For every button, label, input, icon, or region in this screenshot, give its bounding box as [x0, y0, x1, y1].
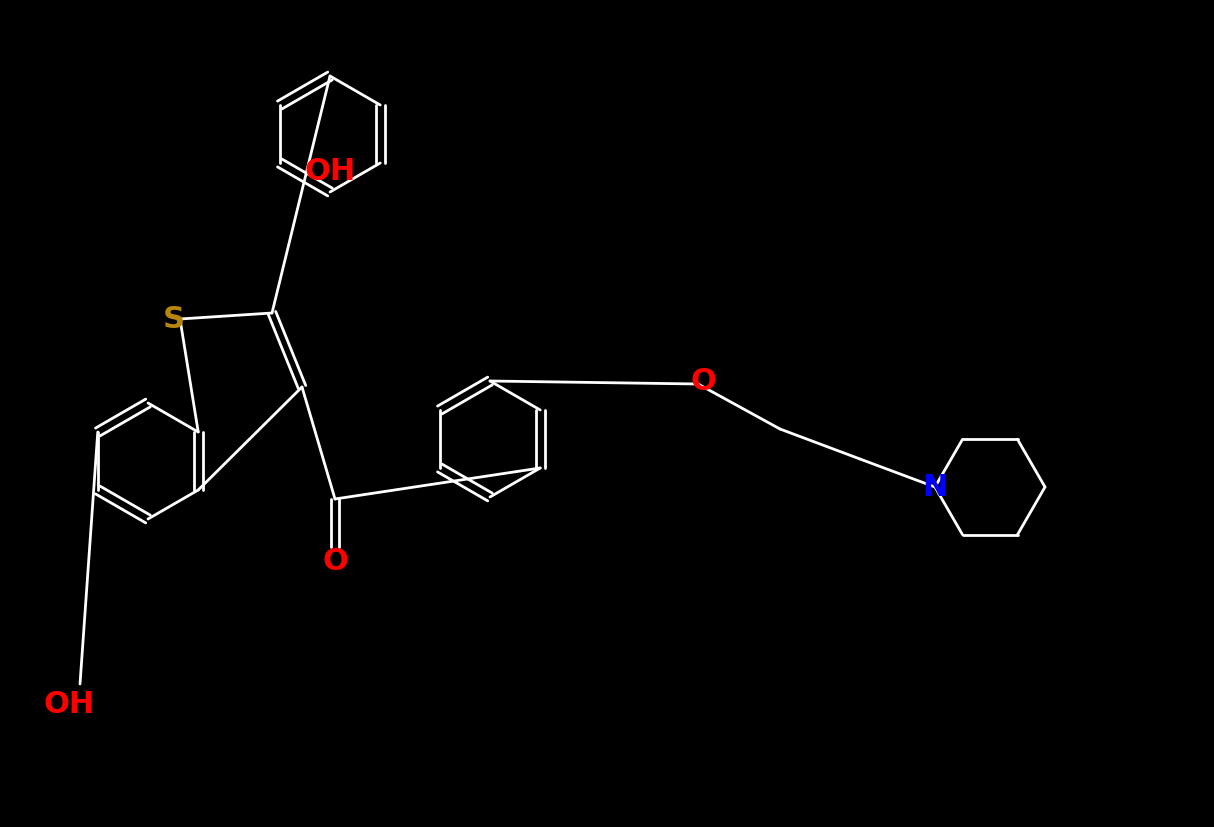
Text: O: O — [322, 547, 348, 576]
Text: O: O — [690, 367, 716, 396]
Text: OH: OH — [44, 690, 95, 719]
Text: OH: OH — [305, 156, 356, 185]
Text: N: N — [923, 473, 948, 502]
Text: S: S — [163, 305, 185, 334]
